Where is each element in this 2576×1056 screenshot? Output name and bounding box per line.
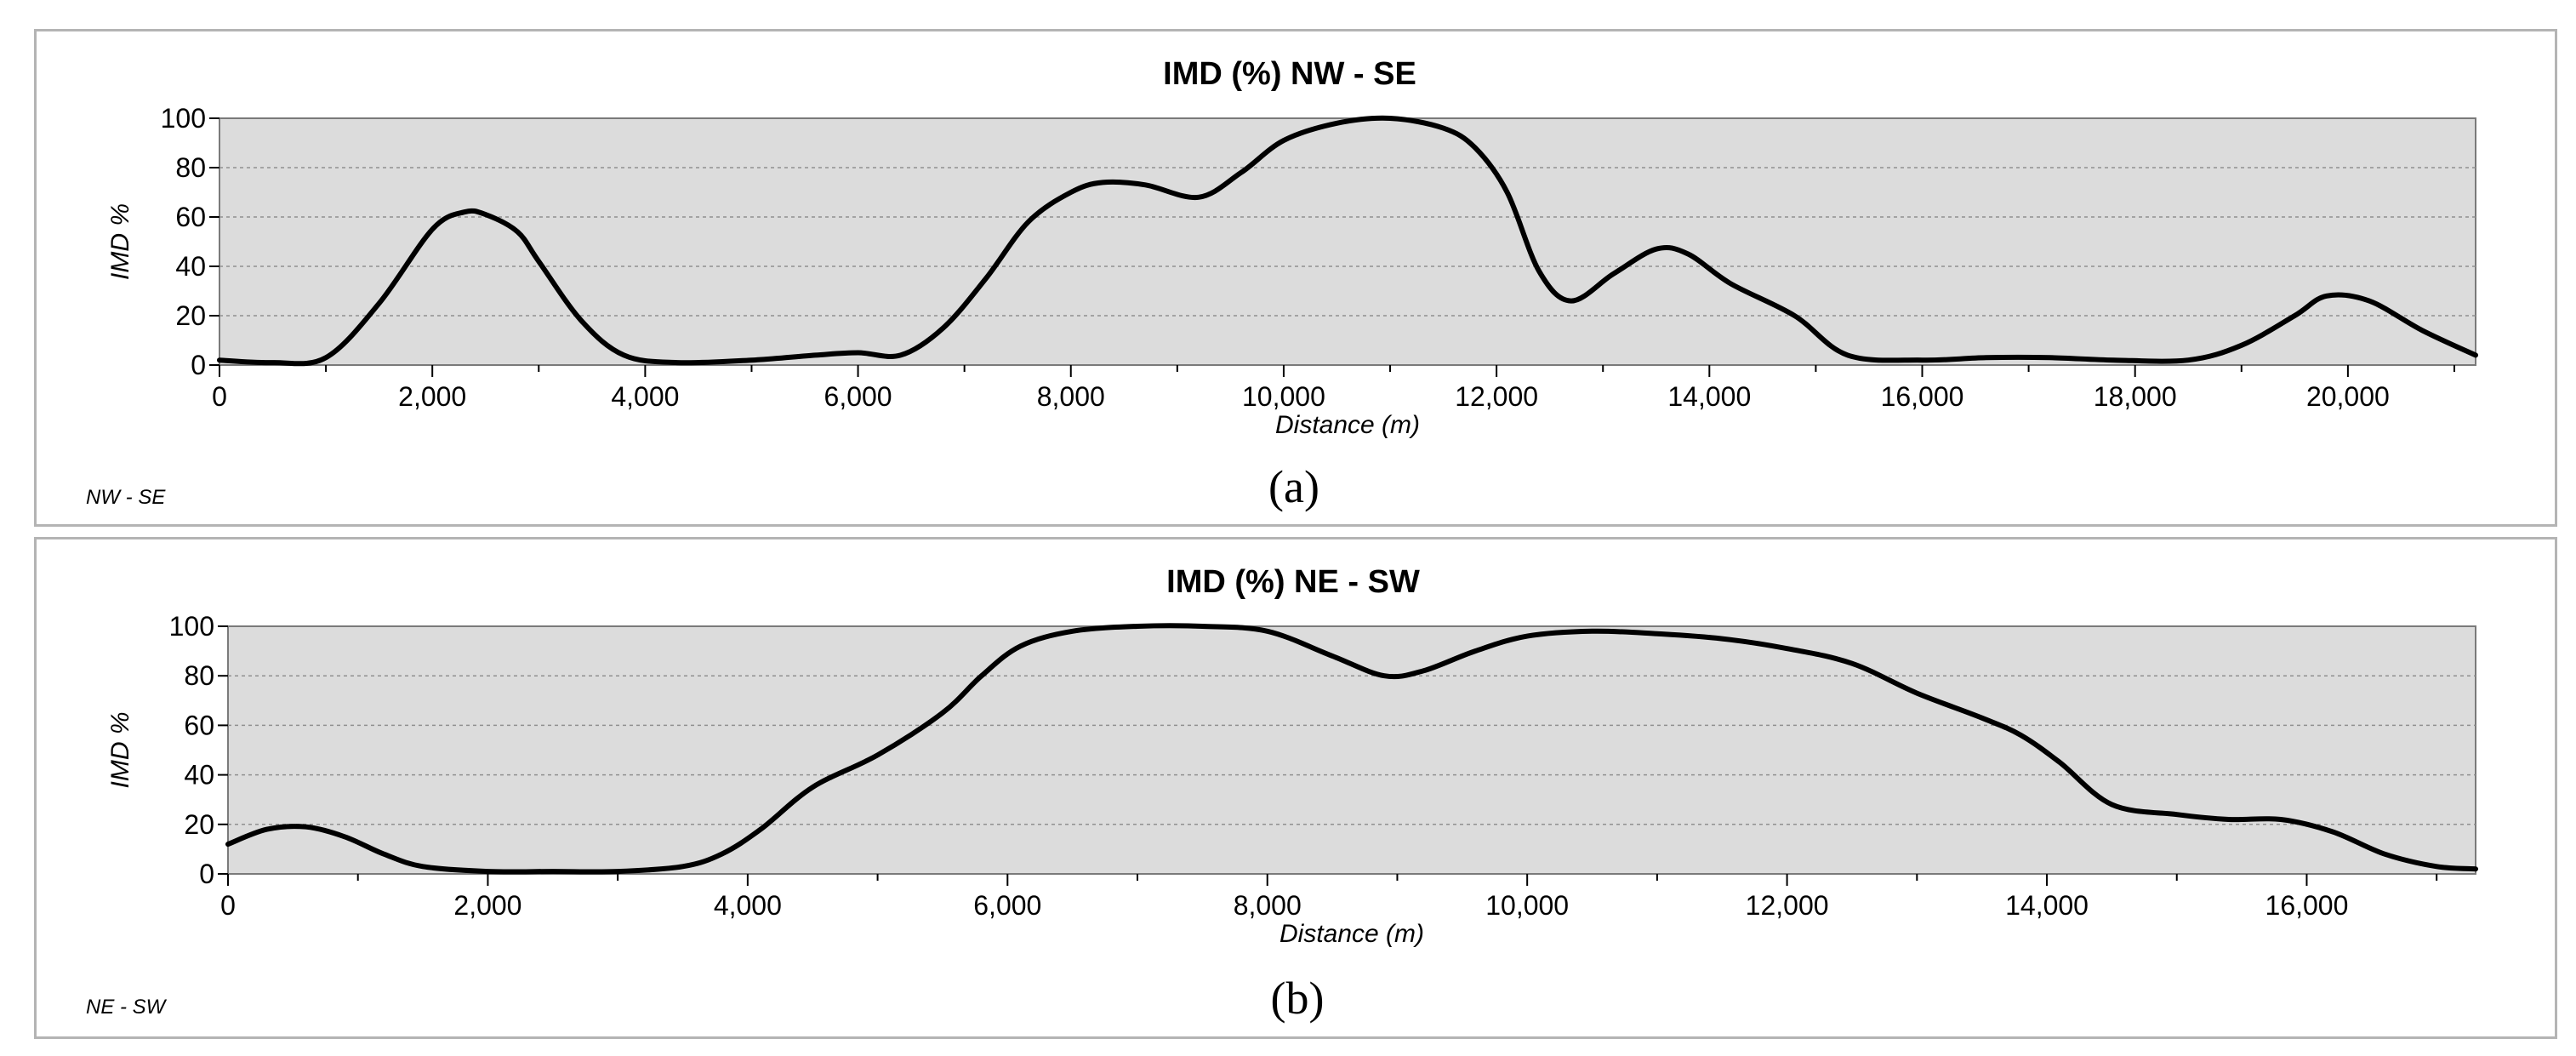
x-tick-label: 0 xyxy=(212,381,227,412)
x-tick-label: 16,000 xyxy=(1881,381,1964,412)
x-tick-label: 2,000 xyxy=(398,381,466,412)
x-axis-label: Distance (m) xyxy=(1279,920,1424,948)
corner-label: NW - SE xyxy=(86,486,166,509)
y-tick-label: 0 xyxy=(191,350,206,380)
x-tick-label: 0 xyxy=(220,890,236,921)
y-axis-label: IMD % xyxy=(106,203,134,280)
chart-title: IMD (%) NE - SW xyxy=(1166,564,1420,600)
series-line xyxy=(225,623,2478,875)
plot-area xyxy=(219,117,2476,366)
x-tick-label: 4,000 xyxy=(611,381,679,412)
x-tick-label: 6,000 xyxy=(973,890,1041,921)
y-tick-label: 40 xyxy=(184,760,214,791)
panel-caption: (a) xyxy=(1268,461,1319,512)
y-tick-label: 80 xyxy=(184,660,214,691)
x-tick-label: 8,000 xyxy=(1234,890,1302,921)
x-tick-label: 6,000 xyxy=(824,381,892,412)
series-line xyxy=(217,115,2478,367)
x-tick-label: 10,000 xyxy=(1485,890,1569,921)
y-tick-label: 0 xyxy=(199,859,214,889)
x-tick-label: 16,000 xyxy=(2265,890,2349,921)
y-tick-label: 100 xyxy=(161,103,206,134)
x-tick-label: 18,000 xyxy=(2094,381,2177,412)
x-tick-label: 2,000 xyxy=(453,890,521,921)
x-tick-label: 4,000 xyxy=(714,890,782,921)
x-axis-label: Distance (m) xyxy=(1275,411,1420,439)
y-tick-label: 100 xyxy=(169,611,214,642)
y-tick-label: 60 xyxy=(184,710,214,740)
chart-panel-a: IMD (%) NW - SE 0 20 40 60 80 100 0 2,000 4,000 6,… xyxy=(34,29,2557,527)
chart-panel-b: IMD (%) NE - SW 0 20 40 60 80 100 0 2,000 4,000 6,… xyxy=(34,537,2557,1039)
chart-a-svg: IMD (%) NW - SE 0 20 40 60 80 100 0 2,000 4,000 6,… xyxy=(86,56,2478,512)
x-tick-label: 14,000 xyxy=(2005,890,2089,921)
plot-area xyxy=(227,625,2476,875)
x-tick-label: 10,000 xyxy=(1242,381,1325,412)
y-tick-label: 80 xyxy=(175,152,206,183)
y-tick-label: 60 xyxy=(175,202,206,232)
chart-b-svg: IMD (%) NE - SW 0 20 40 60 80 100 0 2,000 4,000 6,… xyxy=(86,564,2478,1024)
y-tick-label: 40 xyxy=(175,251,206,282)
x-tick-label: 12,000 xyxy=(1746,890,1829,921)
x-tick-label: 20,000 xyxy=(2306,381,2390,412)
x-tick-label: 14,000 xyxy=(1667,381,1751,412)
y-tick-label: 20 xyxy=(184,809,214,840)
chart-title: IMD (%) NW - SE xyxy=(1163,56,1416,92)
y-tick-label: 20 xyxy=(175,300,206,331)
y-axis-label: IMD % xyxy=(106,712,134,789)
x-tick-label: 12,000 xyxy=(1455,381,1538,412)
corner-label: NE - SW xyxy=(86,996,168,1019)
x-tick-label: 8,000 xyxy=(1037,381,1105,412)
panel-caption: (b) xyxy=(1271,973,1325,1024)
